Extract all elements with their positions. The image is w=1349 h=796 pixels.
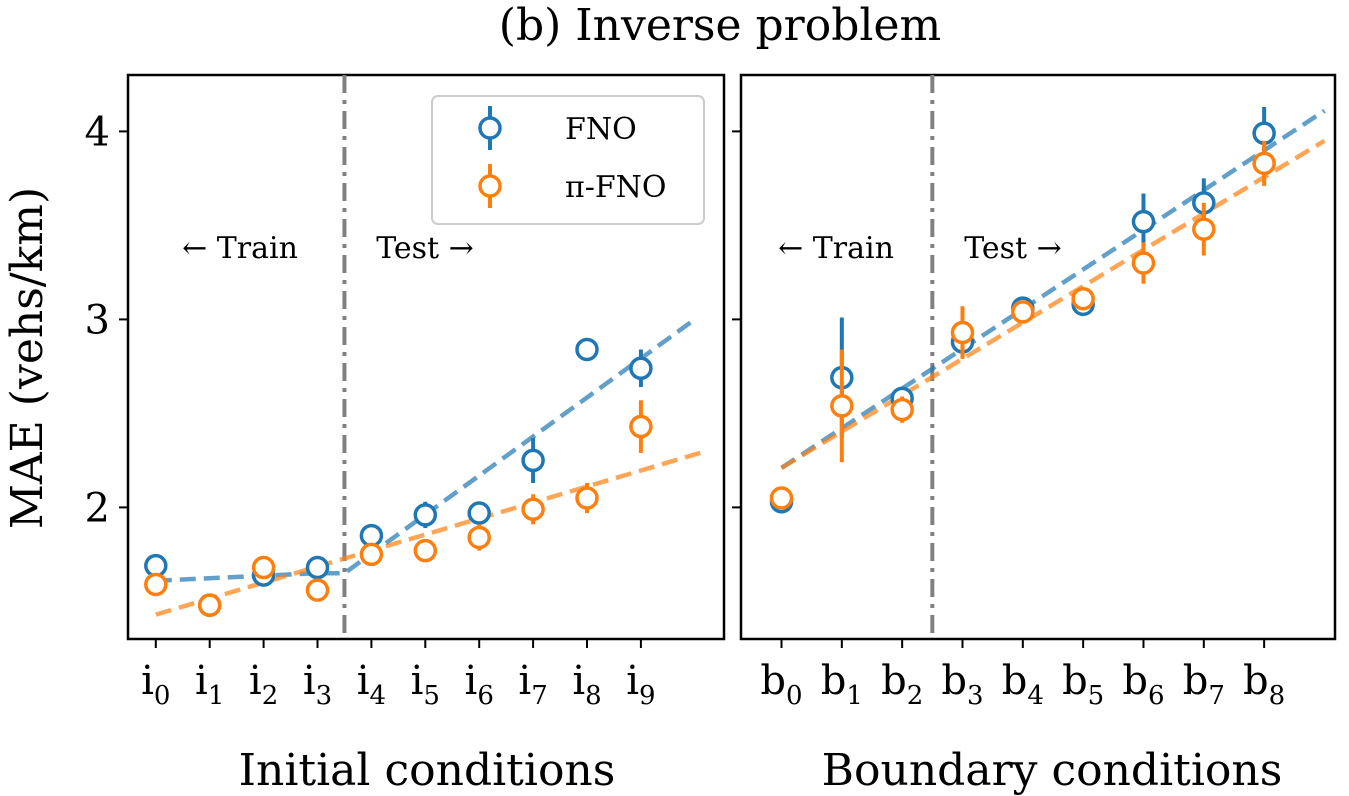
- x-tick-label: b1: [821, 658, 863, 711]
- data-point-pifno: [197, 593, 222, 617]
- x-tick-label: i9: [626, 658, 655, 711]
- x-tick-label: b6: [1122, 658, 1164, 711]
- data-point-pifno: [521, 497, 545, 522]
- x-tick-label: i8: [572, 658, 601, 711]
- x-tick-label: i5: [411, 658, 440, 711]
- legend-marker-fno: [478, 106, 502, 150]
- data-point-pifno: [467, 525, 491, 550]
- data-point-fno: [575, 337, 599, 362]
- data-point-fno: [629, 356, 653, 381]
- data-point-pifno: [1131, 251, 1156, 275]
- test-annotation: Test →: [376, 231, 474, 266]
- data-point-pifno: [305, 578, 330, 602]
- x-tick-label: i1: [195, 658, 224, 711]
- x-tick-label: b4: [1002, 658, 1044, 711]
- trend-line-pifno: [155, 450, 701, 617]
- figure-title: (b) Inverse problem: [499, 0, 941, 51]
- legend-marker-pifno: [478, 164, 502, 208]
- axes-frame: [739, 73, 1337, 641]
- x-tick-label: b0: [760, 658, 802, 711]
- data-point-pifno: [769, 486, 794, 510]
- trend-line-fno: [155, 317, 697, 583]
- trend-line-pifno: [780, 138, 1326, 470]
- data-point-pifno: [359, 542, 384, 567]
- data-point-fno: [521, 448, 545, 473]
- data-point-pifno: [251, 555, 276, 580]
- data-point-fno: [467, 501, 491, 525]
- data-point-fno: [1252, 121, 1276, 146]
- y-tick-label: 4: [85, 109, 110, 155]
- x-tick-label: i4: [357, 658, 386, 711]
- x-axis-label: Initial conditions: [239, 745, 616, 796]
- x-tick-label: i7: [518, 658, 547, 711]
- data-point-pifno: [950, 320, 975, 345]
- data-point-pifno: [1192, 217, 1216, 241]
- trend-line-fno: [780, 108, 1326, 470]
- data-point-fno: [144, 553, 168, 578]
- x-axis-label: Boundary conditions: [822, 745, 1283, 796]
- data-point-pifno: [575, 486, 599, 510]
- data-point-pifno: [144, 572, 168, 597]
- x-tick-label: i0: [141, 658, 170, 711]
- right-panel: b0 b1 b2 b3 b4 b5 b6 b7 b8 Boundary conditions ← T…: [732, 73, 1337, 796]
- x-tick-label: b5: [1062, 658, 1104, 711]
- y-axis-label: MAE (vehs/km): [2, 187, 53, 529]
- data-point-fno: [359, 523, 384, 548]
- data-point-fno: [1131, 209, 1156, 234]
- x-tick-label: b2: [881, 658, 923, 711]
- data-point-pifno: [1252, 151, 1276, 176]
- train-annotation: ← Train: [182, 231, 298, 266]
- legend-label-fno: FNO: [565, 112, 637, 147]
- x-tick-label: b8: [1243, 658, 1285, 711]
- data-point-pifno: [830, 394, 854, 418]
- y-tick-label: 3: [85, 297, 110, 343]
- data-point-pifno: [629, 414, 653, 439]
- data-point-fno: [413, 503, 438, 527]
- data-point-pifno: [1071, 286, 1095, 311]
- legend-label-pifno: π-FNO: [565, 170, 667, 205]
- x-tick-label: i3: [303, 658, 332, 711]
- data-point-pifno: [1011, 300, 1035, 324]
- x-tick-label: b3: [941, 658, 983, 711]
- train-annotation: ← Train: [778, 231, 894, 266]
- legend: FNO π-FNO: [431, 95, 705, 225]
- data-point-pifno: [413, 538, 438, 563]
- x-tick-label: i6: [465, 658, 494, 711]
- data-point-pifno: [890, 397, 914, 422]
- data-point-fno: [305, 555, 330, 580]
- y-tick-label: 2: [85, 485, 110, 531]
- x-tick-label: b7: [1183, 658, 1225, 711]
- x-tick-label: i2: [249, 658, 278, 711]
- test-annotation: Test →: [964, 231, 1062, 266]
